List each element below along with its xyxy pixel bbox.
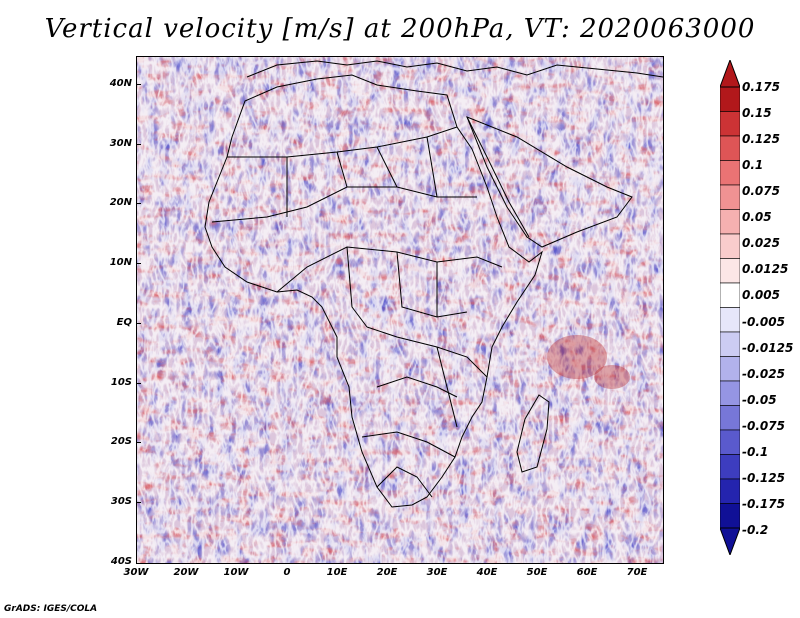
y-tick: [136, 263, 141, 264]
colorbar-swatch: [720, 282, 740, 308]
colorbar-label: -0.125: [742, 471, 785, 485]
colorbar-label: -0.175: [742, 497, 785, 511]
colorbar-swatch: [720, 233, 740, 259]
colorbar-swatch: [720, 380, 740, 406]
lat-label-30n: 30N: [109, 138, 132, 149]
lat-label-40n: 40N: [109, 78, 132, 89]
lat-label-30s: 30S: [110, 496, 132, 507]
y-tick: [136, 203, 141, 204]
colorbar-swatch: [720, 111, 740, 137]
y-tick: [136, 323, 141, 324]
lon-label-10e: 10E: [326, 567, 348, 578]
colorbar-label: 0.175: [742, 80, 780, 94]
colorbar-label: 0.05: [742, 210, 772, 224]
y-tick: [136, 383, 141, 384]
colorbar-label: -0.2: [742, 523, 769, 537]
colorbar-label: -0.025: [742, 367, 785, 381]
colorbar-label: -0.05: [742, 393, 777, 407]
colorbar-label: 0.005: [742, 288, 780, 302]
colorbar-swatch: [720, 454, 740, 480]
colorbar-swatch: [720, 478, 740, 504]
colorbar-swatch: [720, 405, 740, 431]
colorbar-swatch: [720, 135, 740, 161]
grads-credit: GrADS: IGES/COLA: [4, 604, 98, 614]
colorbar-swatch: [720, 429, 740, 455]
y-tick: [136, 144, 141, 145]
y-tick: [136, 442, 141, 443]
lat-label-eq: EQ: [116, 317, 132, 328]
colorbar-label: 0.125: [742, 132, 780, 146]
lon-label-20e: 20E: [376, 567, 398, 578]
map-panel: [136, 56, 664, 564]
colorbar-label: -0.005: [742, 315, 785, 329]
colorbar-top-triangle: [720, 60, 740, 88]
lon-label-50e: 50E: [526, 567, 548, 578]
colorbar-swatch: [720, 86, 740, 112]
colorbar-label: 0.0125: [742, 262, 789, 276]
colorbar-swatch: [720, 356, 740, 382]
coastlines: [204, 60, 663, 508]
lat-label-10n: 10N: [109, 257, 132, 268]
colorbar-swatch: [720, 209, 740, 235]
colorbar-bottom-triangle: [720, 527, 740, 555]
colorbar-swatch: [720, 503, 740, 529]
colorbar-swatch: [720, 184, 740, 210]
colorbar-label: 0.1: [742, 158, 764, 172]
lon-label-0: 0: [283, 567, 291, 578]
colorbar-swatch: [720, 331, 740, 357]
y-tick: [136, 502, 141, 503]
colorbar-swatch: [720, 160, 740, 186]
lat-label-10s: 10S: [110, 377, 132, 388]
colorbar-label: 0.15: [742, 106, 772, 120]
lon-label-20w: 20W: [173, 567, 199, 578]
colorbar-label: 0.075: [742, 184, 780, 198]
lon-label-30e: 30E: [426, 567, 448, 578]
lon-label-30w: 30W: [123, 567, 149, 578]
lat-label-20n: 20N: [109, 197, 132, 208]
colorbar-label: -0.0125: [742, 341, 794, 355]
lon-label-40e: 40E: [476, 567, 498, 578]
lat-label-20s: 20S: [110, 436, 132, 447]
colorbar-swatch: [720, 258, 740, 284]
lon-label-60e: 60E: [576, 567, 598, 578]
colorbar-label: 0.025: [742, 236, 780, 250]
y-tick: [136, 84, 141, 85]
colorbar: [720, 60, 740, 555]
velocity-field-map: [137, 57, 663, 563]
chart-title: Vertical velocity [m/s] at 200hPa, VT: 2…: [44, 14, 756, 44]
colorbar-label: -0.075: [742, 419, 785, 433]
lon-label-70e: 70E: [626, 567, 648, 578]
lat-label-40s: 40S: [110, 556, 132, 567]
colorbar-label: -0.1: [742, 445, 769, 459]
colorbar-swatch: [720, 307, 740, 333]
lon-label-10w: 10W: [223, 567, 249, 578]
